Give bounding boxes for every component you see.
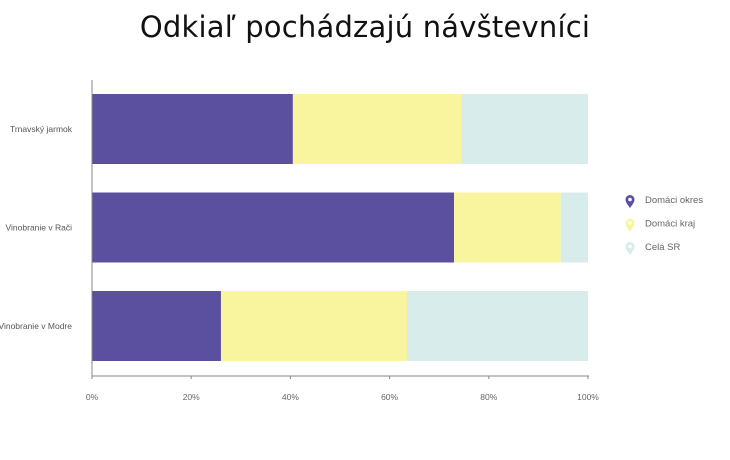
bar-segment bbox=[292, 94, 462, 164]
legend-item: Celá SR bbox=[625, 242, 681, 255]
x-tick-label: 60% bbox=[381, 392, 398, 402]
category-label: Trnavský jarmok bbox=[10, 124, 73, 134]
x-tick-label: 80% bbox=[480, 392, 497, 402]
map-pin-dot bbox=[628, 221, 632, 225]
bars-group bbox=[92, 94, 588, 361]
x-tick-label: 20% bbox=[183, 392, 200, 402]
bar-segment bbox=[560, 192, 588, 263]
legend-label: Domáci kraj bbox=[645, 219, 695, 230]
category-label: Vinobranie v Rači bbox=[6, 223, 73, 233]
x-tick-label: 100% bbox=[577, 392, 599, 402]
bar-segment bbox=[220, 291, 407, 361]
bar-segment bbox=[461, 94, 588, 164]
bar-segment bbox=[406, 291, 588, 361]
x-tick-label: 40% bbox=[282, 392, 299, 402]
map-pin-icon bbox=[625, 195, 635, 208]
map-pin-dot bbox=[628, 244, 632, 249]
legend: Domáci okres Domáci kraj Celá SR bbox=[625, 195, 703, 255]
bar-segment bbox=[92, 94, 293, 164]
legend-item: Domáci okres bbox=[625, 195, 703, 208]
bar-segment bbox=[92, 192, 455, 263]
bar-segment bbox=[454, 192, 561, 263]
x-tick-label: 0% bbox=[86, 392, 99, 402]
map-pin-icon bbox=[625, 242, 635, 255]
map-pin-dot bbox=[628, 197, 632, 202]
legend-label: Celá SR bbox=[645, 242, 681, 253]
category-labels: Trnavský jarmok Vinobranie v Rači Vinobran… bbox=[0, 124, 73, 331]
bar-segment bbox=[92, 291, 221, 361]
chart-title: Odkiaľ pochádzajú návštevníci bbox=[139, 10, 591, 44]
map-pin-icon bbox=[625, 218, 635, 232]
legend-item: Domáci kraj bbox=[625, 218, 695, 232]
category-label: Vinobranie v Modre bbox=[0, 321, 72, 331]
legend-label: Domáci okres bbox=[645, 195, 703, 206]
x-axis-ticks: 0% 20% 40% 60% 80% 100% bbox=[86, 376, 599, 402]
